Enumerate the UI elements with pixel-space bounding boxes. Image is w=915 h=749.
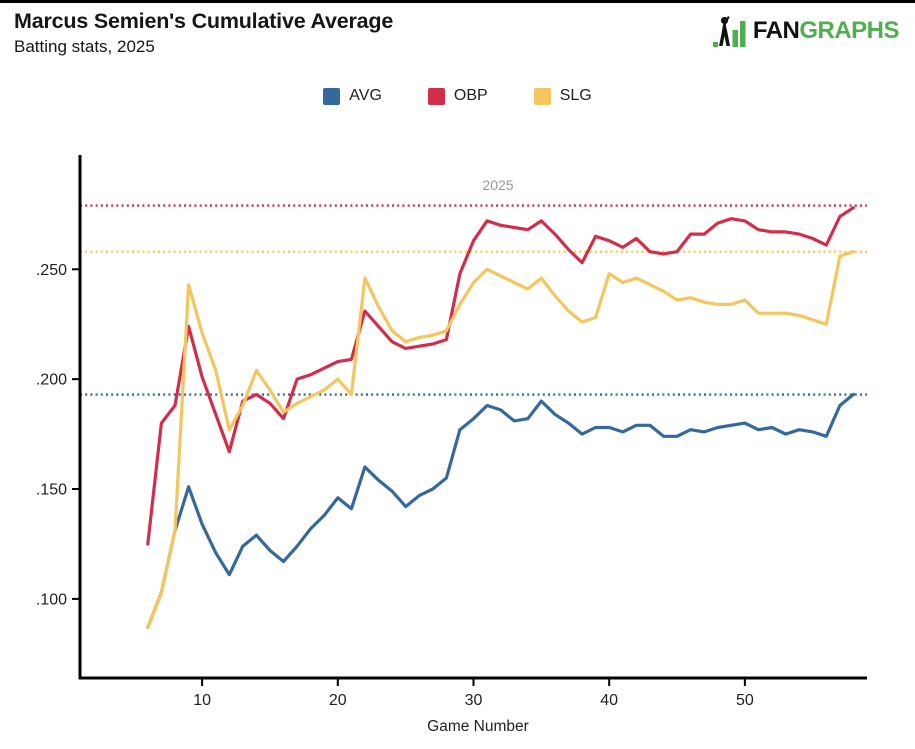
- logo-graphs-text: GRAPHS: [799, 17, 899, 44]
- x-axis-title: Game Number: [427, 718, 529, 735]
- x-axis-tick-label: 10: [193, 692, 211, 709]
- y-axis-tick-label: .200: [36, 372, 67, 389]
- axes: [78, 155, 867, 680]
- legend-label-obp: OBP: [453, 87, 488, 104]
- top-border: [0, 0, 915, 3]
- x-axis-tick-label: 50: [736, 692, 754, 709]
- y-axis-tick-label: .250: [36, 262, 67, 279]
- y-axis-tick-label: .150: [36, 482, 67, 499]
- series-line-slg: [146, 250, 856, 630]
- logo-fan-text: FAN: [752, 17, 800, 44]
- slg-swatch-icon: [533, 87, 551, 105]
- series-line-avg: [146, 392, 856, 630]
- x-axis-tick-label: 40: [600, 692, 618, 709]
- chart-area: .250 .200 .150 .100 10 20 30 40 50 2025 Game Numbe…: [0, 130, 915, 749]
- fangraphs-batter-icon: [712, 16, 746, 47]
- avg-swatch-icon: [323, 87, 341, 105]
- page-subtitle: Batting stats, 2025: [14, 37, 155, 56]
- page-title: Marcus Semien's Cumulative Average: [14, 9, 394, 33]
- chart-legend: AVG OBP SLG: [0, 87, 915, 105]
- fangraphs-wordmark: FANGRAPHS: [752, 17, 900, 45]
- chart-svg: .250 .200 .150 .100 10 20 30 40 50 2025 Game Numbe…: [36, 155, 867, 735]
- legend-label-slg: SLG: [559, 87, 592, 104]
- obp-swatch-icon: [427, 87, 445, 105]
- legend-item-avg[interactable]: AVG: [323, 87, 382, 105]
- y-axis-tick-label: .100: [36, 591, 67, 608]
- legend-label-avg: AVG: [349, 87, 382, 104]
- season-annotation: 2025: [482, 177, 513, 193]
- fangraphs-logo: FANGRAPHS: [711, 13, 899, 49]
- legend-item-slg[interactable]: SLG: [533, 87, 592, 105]
- x-axis-tick-label: 30: [465, 692, 483, 709]
- series-line-obp: [146, 206, 856, 546]
- legend-item-obp[interactable]: OBP: [427, 87, 488, 105]
- x-axis-tick-label: 20: [329, 692, 347, 709]
